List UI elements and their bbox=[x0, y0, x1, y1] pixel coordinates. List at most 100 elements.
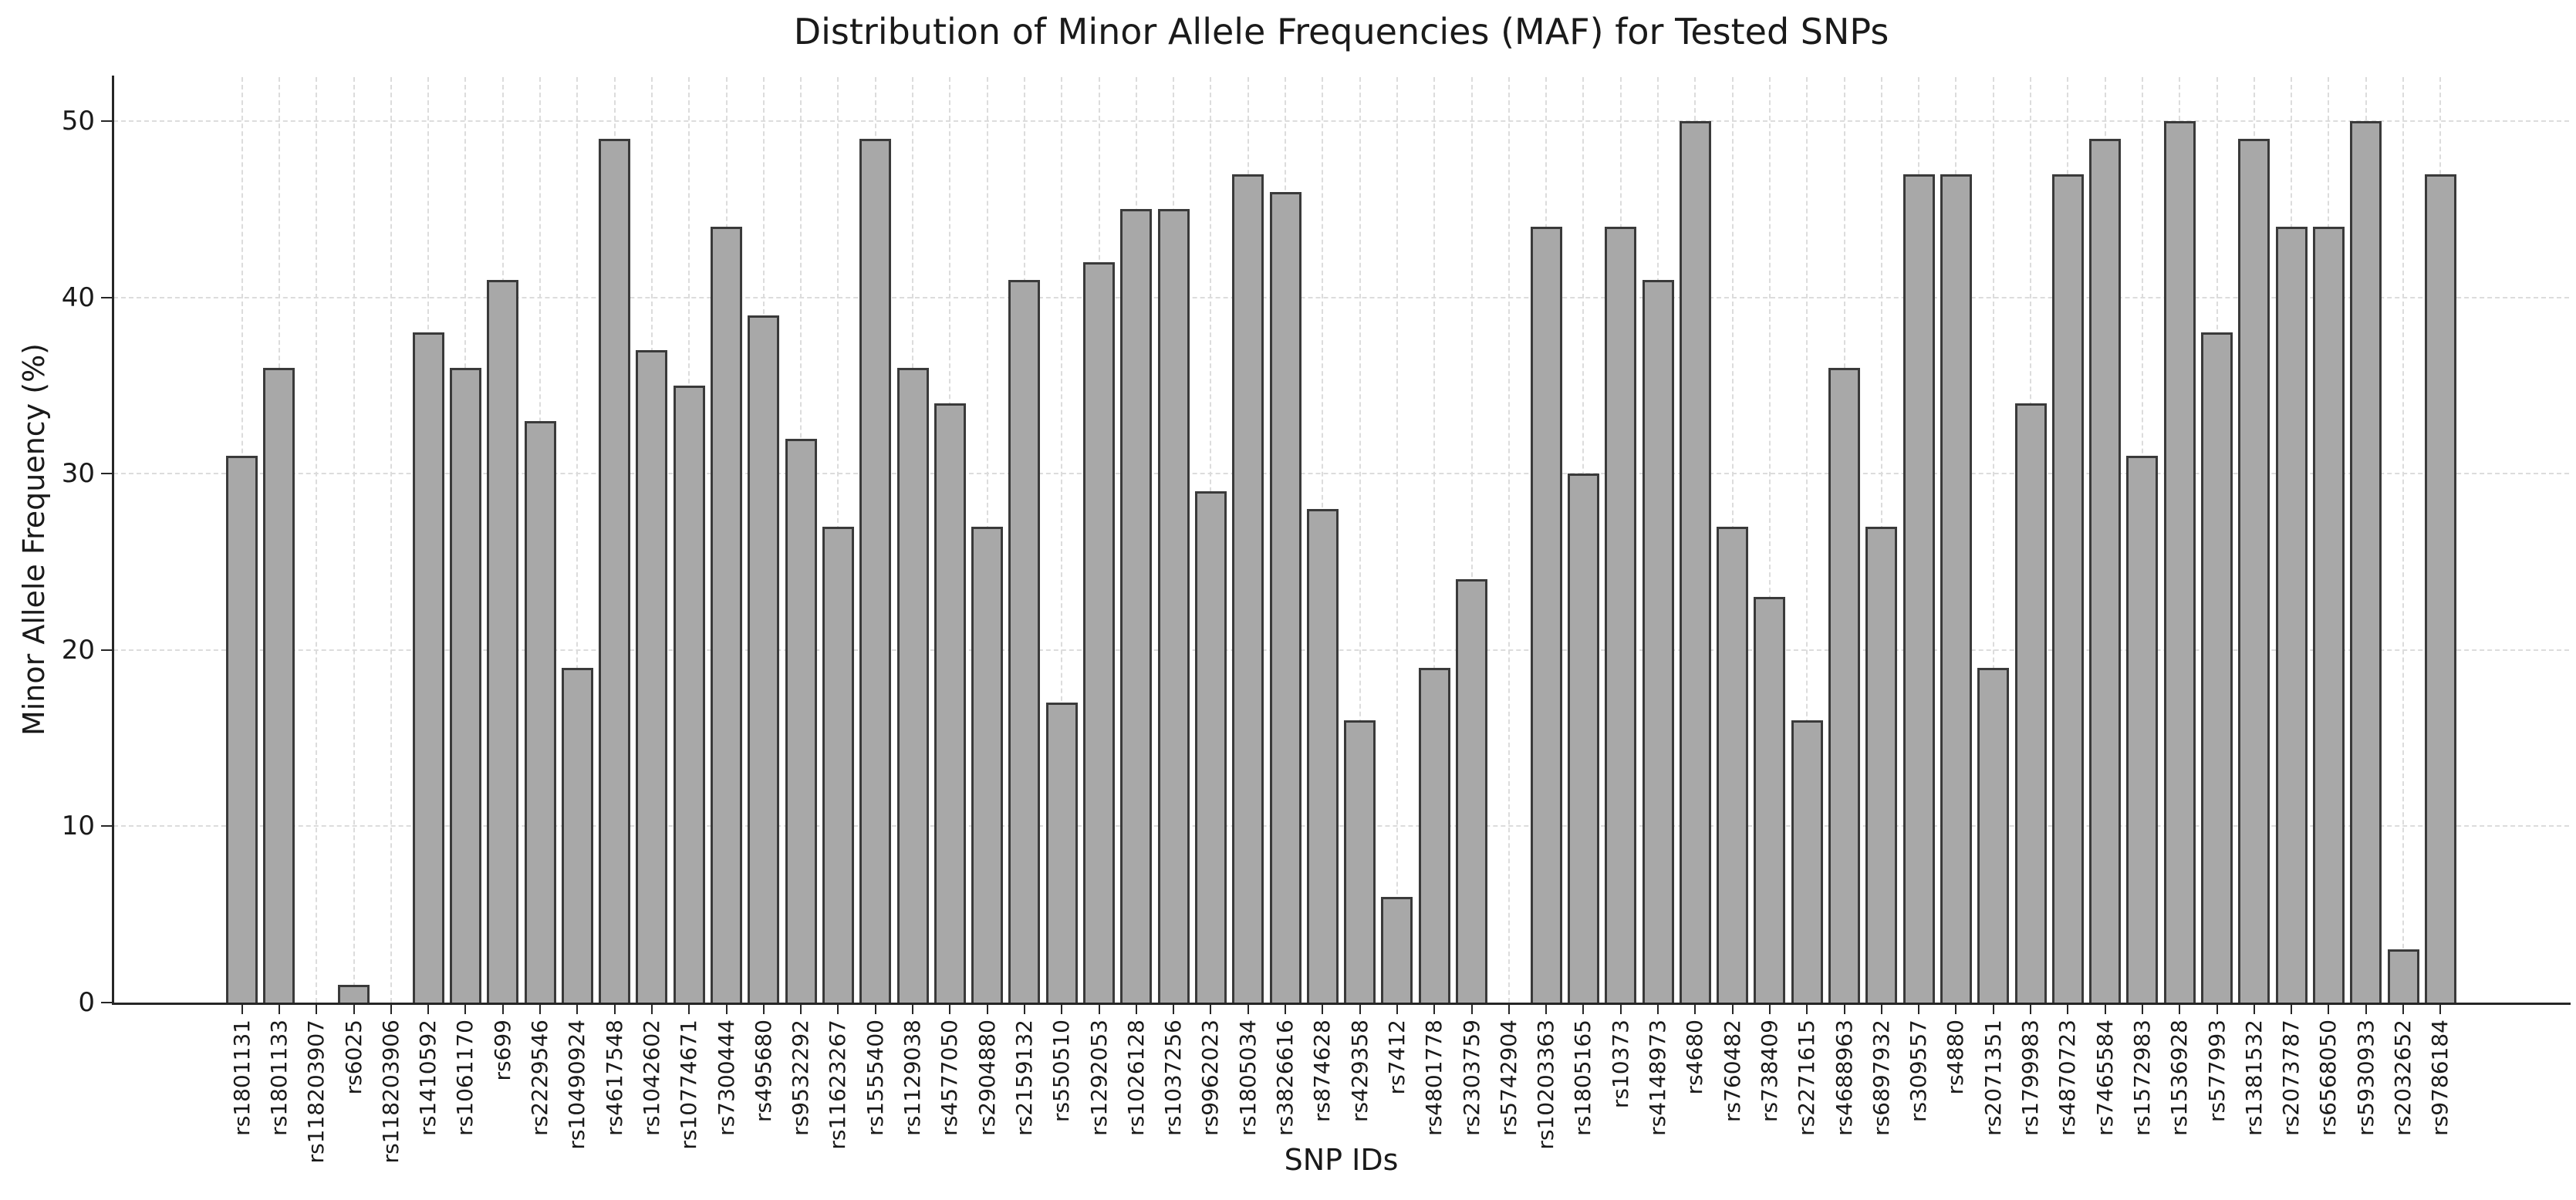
y-axis-label: Minor Allele Frequency (%) bbox=[17, 77, 51, 1003]
y-axis-spine bbox=[112, 76, 114, 1005]
x-tick bbox=[874, 1005, 876, 1014]
bar-rs1410592 bbox=[412, 332, 444, 1003]
bar-rs1026128 bbox=[1120, 209, 1153, 1003]
x-axis-label: SNP IDs bbox=[1284, 1143, 1399, 1177]
x-tick-label: rs6897932 bbox=[1869, 1020, 1894, 1141]
bar-rs4148973 bbox=[1642, 279, 1674, 1003]
bar-rs2303759 bbox=[1456, 579, 1488, 1003]
x-tick bbox=[762, 1005, 765, 1014]
x-tick-label-text: rs4688963 bbox=[1831, 1020, 1857, 1136]
gridline-horizontal bbox=[113, 649, 2569, 651]
x-tick bbox=[1507, 1005, 1510, 1014]
y-tick bbox=[101, 296, 112, 298]
x-tick-label: rs10373 bbox=[1608, 1020, 1633, 1114]
x-tick-label: rs1801131 bbox=[229, 1020, 255, 1141]
bar-rs1805165 bbox=[1567, 474, 1599, 1003]
x-tick-label-text: rs699 bbox=[489, 1020, 515, 1081]
y-tick-label: 50 bbox=[61, 106, 95, 137]
x-tick-label: rs1061170 bbox=[452, 1020, 478, 1141]
x-tick bbox=[2104, 1005, 2106, 1014]
x-tick-label: rs2159132 bbox=[1011, 1020, 1037, 1141]
x-tick-label: rs738409 bbox=[1757, 1020, 1782, 1128]
x-tick bbox=[1694, 1005, 1697, 1014]
x-tick bbox=[539, 1005, 542, 1014]
x-tick bbox=[1396, 1005, 1398, 1014]
gridline-horizontal bbox=[113, 825, 2569, 828]
bar-rs11623267 bbox=[822, 526, 854, 1003]
bar-rs4617548 bbox=[599, 139, 631, 1003]
x-tick-label-text: rs2159132 bbox=[1011, 1020, 1037, 1136]
x-tick bbox=[1359, 1005, 1361, 1014]
x-tick-label: rs699 bbox=[490, 1020, 515, 1087]
x-tick-label: rs4617548 bbox=[602, 1020, 627, 1141]
x-tick bbox=[1135, 1005, 1137, 1014]
x-tick bbox=[1731, 1005, 1734, 1014]
y-tick bbox=[101, 473, 112, 475]
x-tick-label: rs1555400 bbox=[863, 1020, 888, 1141]
x-tick bbox=[576, 1005, 579, 1014]
y-tick-label: 10 bbox=[61, 811, 95, 842]
x-tick-label-text: rs11623267 bbox=[825, 1020, 851, 1150]
x-tick-label-text: rs550510 bbox=[1048, 1020, 1075, 1122]
x-tick-label-text: rs9532292 bbox=[788, 1020, 814, 1136]
x-tick bbox=[427, 1005, 430, 1014]
x-tick-label-text: rs118203906 bbox=[377, 1020, 403, 1164]
bar-rs1292053 bbox=[1083, 262, 1116, 1003]
x-tick bbox=[800, 1005, 802, 1014]
x-tick-label-text: rs3826616 bbox=[1272, 1020, 1298, 1136]
x-tick-label: rs7412 bbox=[1384, 1020, 1410, 1100]
bar-rs1801133 bbox=[263, 368, 295, 1003]
gridline-vertical bbox=[1359, 77, 1361, 1003]
y-axis-label-text: Minor Allele Frequency (%) bbox=[17, 343, 51, 737]
bar-rs309557 bbox=[1902, 174, 1935, 1003]
x-tick-label-text: rs4148973 bbox=[1645, 1020, 1671, 1136]
x-tick-label-text: rs4801778 bbox=[1421, 1020, 1447, 1136]
x-tick-label: rs1410592 bbox=[415, 1020, 441, 1141]
x-tick bbox=[2141, 1005, 2143, 1014]
bar-rs1799983 bbox=[2014, 403, 2047, 1003]
bar-rs2073787 bbox=[2275, 227, 2308, 1003]
x-tick-label-text: rs1805034 bbox=[1234, 1020, 1261, 1136]
x-tick-label-text: rs1026128 bbox=[1123, 1020, 1149, 1136]
x-tick bbox=[2402, 1005, 2405, 1014]
x-tick bbox=[1061, 1005, 1063, 1014]
x-tick-label: rs1037256 bbox=[1160, 1020, 1186, 1141]
x-tick-label-text: rs874628 bbox=[1309, 1020, 1335, 1122]
bar-rs2032652 bbox=[2387, 949, 2419, 1003]
x-tick bbox=[1843, 1005, 1845, 1014]
bar-rs1555400 bbox=[859, 139, 892, 1003]
bar-rs1572983 bbox=[2126, 456, 2159, 1003]
x-tick-label-text: rs1801131 bbox=[228, 1020, 255, 1136]
x-tick bbox=[1173, 1005, 1175, 1014]
x-tick-label: rs2271615 bbox=[1794, 1020, 1819, 1141]
x-tick bbox=[1470, 1005, 1473, 1014]
bar-rs429358 bbox=[1344, 720, 1376, 1003]
x-tick-label: rs1381532 bbox=[2241, 1020, 2267, 1141]
gridline-vertical bbox=[353, 77, 355, 1003]
gridline-vertical bbox=[1396, 77, 1398, 1003]
bar-rs699 bbox=[487, 279, 519, 1003]
x-tick-label-text: rs5930933 bbox=[2352, 1020, 2378, 1136]
bar-rs4680 bbox=[1679, 121, 1711, 1003]
bar-rs495680 bbox=[748, 315, 780, 1003]
x-tick-label: rs1805034 bbox=[1235, 1020, 1261, 1141]
x-tick-label-text: rs4577050 bbox=[937, 1020, 963, 1136]
x-tick-label: rs429358 bbox=[1347, 1020, 1372, 1128]
x-tick-label-text: rs2032652 bbox=[2390, 1020, 2416, 1136]
bar-rs4870723 bbox=[2051, 174, 2084, 1003]
x-tick bbox=[1806, 1005, 1808, 1014]
gridline-vertical bbox=[1507, 77, 1510, 1003]
x-tick-label: rs2229546 bbox=[527, 1020, 552, 1141]
x-tick-label-text: rs1042602 bbox=[638, 1020, 664, 1136]
bar-rs2159132 bbox=[1008, 279, 1041, 1003]
bar-rs1536928 bbox=[2163, 121, 2196, 1003]
x-tick bbox=[1023, 1005, 1025, 1014]
bar-rs7465584 bbox=[2089, 139, 2122, 1003]
y-tick bbox=[101, 649, 112, 651]
x-tick-label-text: rs7300444 bbox=[713, 1020, 739, 1136]
x-tick-label: rs7300444 bbox=[714, 1020, 739, 1141]
plot-area bbox=[113, 77, 2569, 1003]
x-tick-label: rs6568050 bbox=[2315, 1020, 2341, 1141]
x-tick bbox=[1955, 1005, 1957, 1014]
